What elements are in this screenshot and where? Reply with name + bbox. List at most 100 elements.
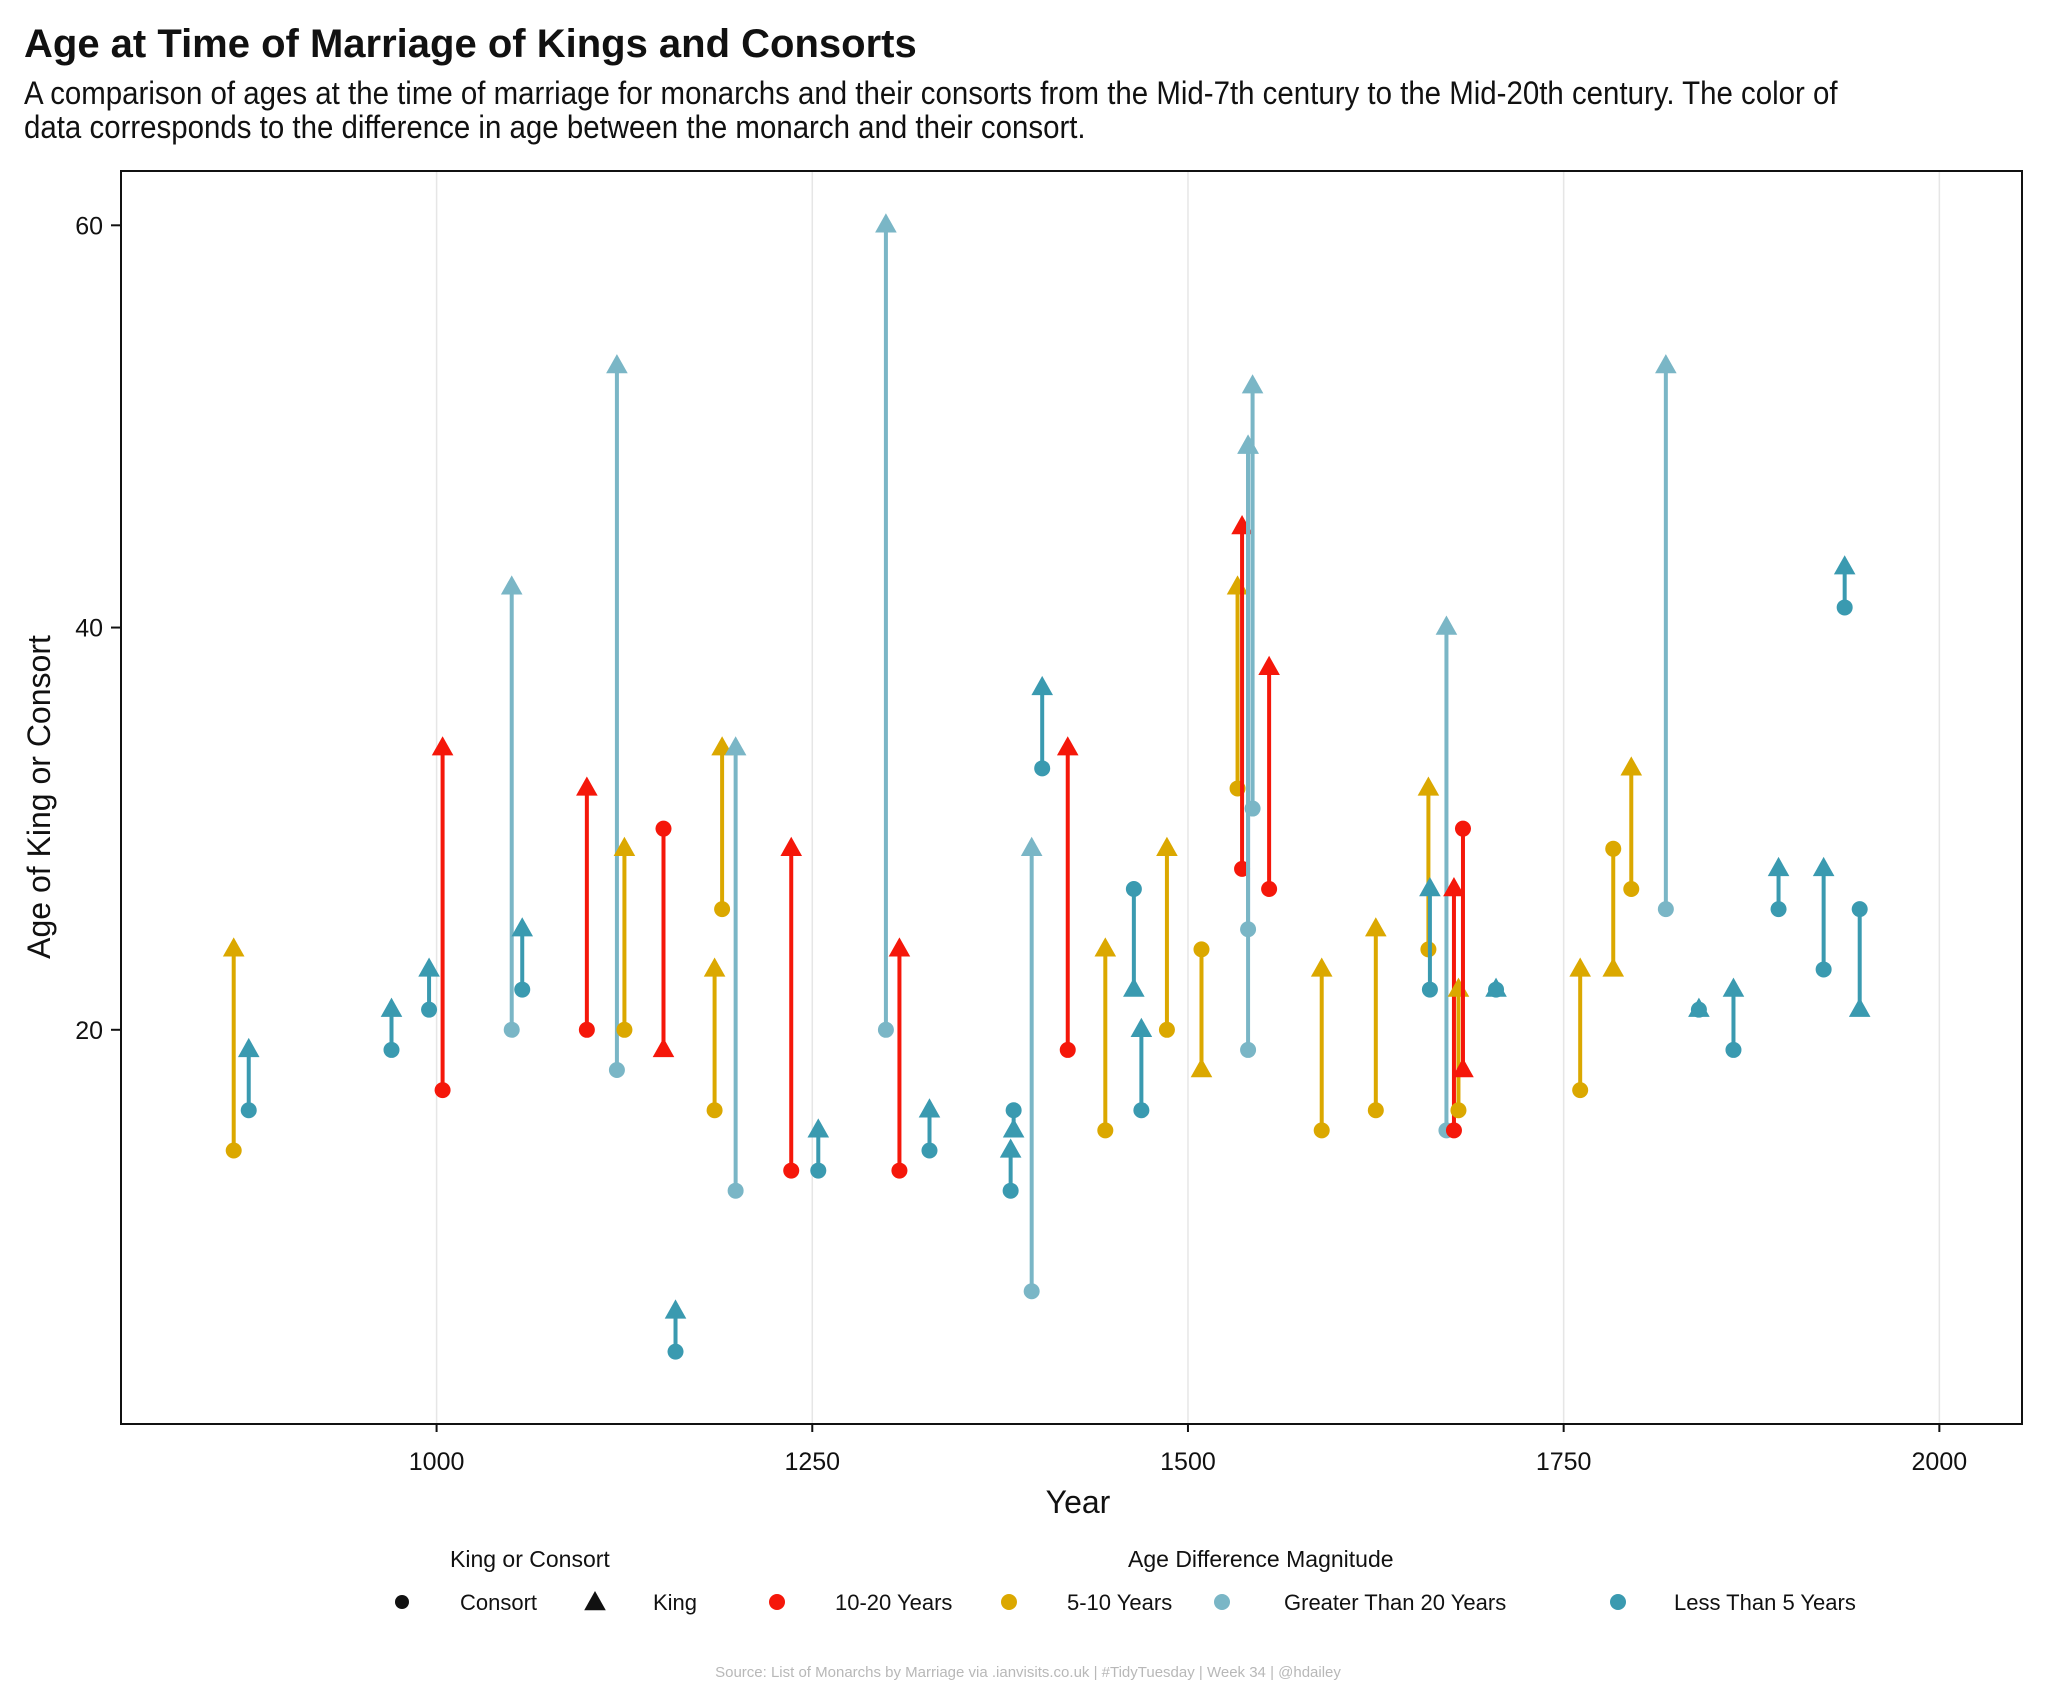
king-point [664, 1299, 687, 1319]
king-point [1258, 655, 1280, 675]
king-point [1365, 917, 1387, 937]
consort-point [1836, 599, 1853, 616]
consort-point [1605, 840, 1622, 857]
y-axis-title: Age of King or Consort [21, 635, 57, 959]
consort-point [891, 1162, 908, 1179]
king-point [511, 917, 534, 937]
consort-point [421, 1001, 438, 1018]
king-point [431, 736, 454, 756]
king-point [807, 1118, 830, 1138]
king-point [1688, 997, 1710, 1017]
king-point [222, 937, 245, 957]
king-point [1569, 957, 1591, 977]
king-point [418, 957, 440, 977]
consort-point [1059, 1041, 1076, 1058]
consort-point [1261, 881, 1278, 898]
consort-point [1097, 1122, 1114, 1139]
king-point [380, 997, 403, 1017]
consort-point [1244, 800, 1261, 817]
legend-king-label: King [653, 1590, 697, 1615]
legend-color-title: Age Difference Magnitude [1128, 1546, 1394, 1572]
consort-point [655, 820, 672, 837]
chart-subtitle: A comparison of ages at the time of marr… [24, 75, 1838, 145]
consort-point [225, 1142, 242, 1159]
consort-point [1851, 901, 1868, 918]
king-point [1190, 1058, 1213, 1078]
king-point [1056, 736, 1079, 756]
x-tick-label: 2000 [1912, 1448, 1968, 1476]
king-point [1602, 957, 1625, 977]
legend-shape-title: King or Consort [450, 1546, 610, 1572]
consort-point [1445, 1122, 1462, 1139]
legend-king-key [584, 1591, 606, 1611]
consort-point [1421, 981, 1438, 998]
king-point [1130, 1017, 1153, 1037]
king-point [888, 937, 911, 957]
consort-point [1034, 760, 1051, 777]
king-point [1767, 856, 1790, 877]
consort-point [1572, 1082, 1589, 1099]
king-point [999, 1138, 1022, 1158]
consort-point [810, 1162, 827, 1179]
legend-color-label: Greater Than 20 Years [1284, 1590, 1506, 1615]
legend-consort-key [395, 1595, 409, 1609]
y-tick-label: 40 [75, 615, 103, 643]
x-tick-label: 1500 [1160, 1448, 1216, 1476]
consort-point [1450, 1102, 1467, 1119]
y-tick-label: 60 [75, 212, 103, 240]
consort-point [1623, 881, 1640, 898]
consort-point [706, 1102, 723, 1119]
legend-consort-label: Consort [460, 1590, 537, 1615]
consort-point [1725, 1041, 1742, 1058]
king-point [1419, 877, 1441, 897]
consort-point [1193, 941, 1210, 958]
consort-point [1367, 1102, 1384, 1119]
consort-point [383, 1041, 400, 1058]
king-point [1833, 555, 1856, 575]
consort-point [616, 1021, 633, 1038]
king-point [1435, 615, 1458, 635]
king-point [1156, 836, 1178, 856]
legend-color-label: 10-20 Years [835, 1590, 952, 1615]
king-point [1031, 675, 1053, 696]
consort-point [1770, 901, 1787, 918]
king-point [1417, 776, 1440, 796]
consort-point [1815, 961, 1832, 978]
consort-point [667, 1343, 684, 1360]
legend-color-key [769, 1594, 785, 1610]
consort-point [240, 1102, 257, 1119]
consort-point [434, 1082, 451, 1099]
consort-point [1454, 820, 1471, 837]
consort-point [1005, 1102, 1022, 1119]
consort-point [608, 1062, 625, 1079]
king-point [1447, 977, 1470, 997]
consort-point [714, 901, 731, 918]
legend-color-label: 5-10 Years [1067, 1590, 1172, 1615]
king-point [1722, 977, 1745, 997]
consort-point [1657, 901, 1674, 918]
x-tick-label: 1250 [784, 1448, 840, 1476]
consort-point [1133, 1102, 1150, 1119]
king-point [1237, 434, 1259, 454]
consort-point [514, 981, 531, 998]
consort-point [1240, 1041, 1257, 1058]
consort-point [1234, 860, 1251, 877]
legend-color-key [1214, 1594, 1230, 1610]
king-point [652, 1037, 675, 1058]
consort-point [503, 1021, 520, 1038]
king-point [1241, 374, 1264, 394]
king-point [703, 957, 726, 977]
consort-point [783, 1162, 800, 1179]
king-point [724, 736, 747, 756]
king-point [1485, 977, 1507, 997]
king-point [918, 1098, 941, 1118]
x-tick-label: 1750 [1536, 1448, 1592, 1476]
source-caption: Source: List of Monarchs by Marriage via… [715, 1664, 1341, 1681]
king-point [1002, 1118, 1025, 1138]
king-point [875, 213, 897, 233]
grid-lines [435, 171, 1941, 1424]
consort-point [921, 1142, 938, 1159]
consort-point [1125, 881, 1142, 898]
legend-color-label: Less Than 5 Years [1674, 1590, 1856, 1615]
